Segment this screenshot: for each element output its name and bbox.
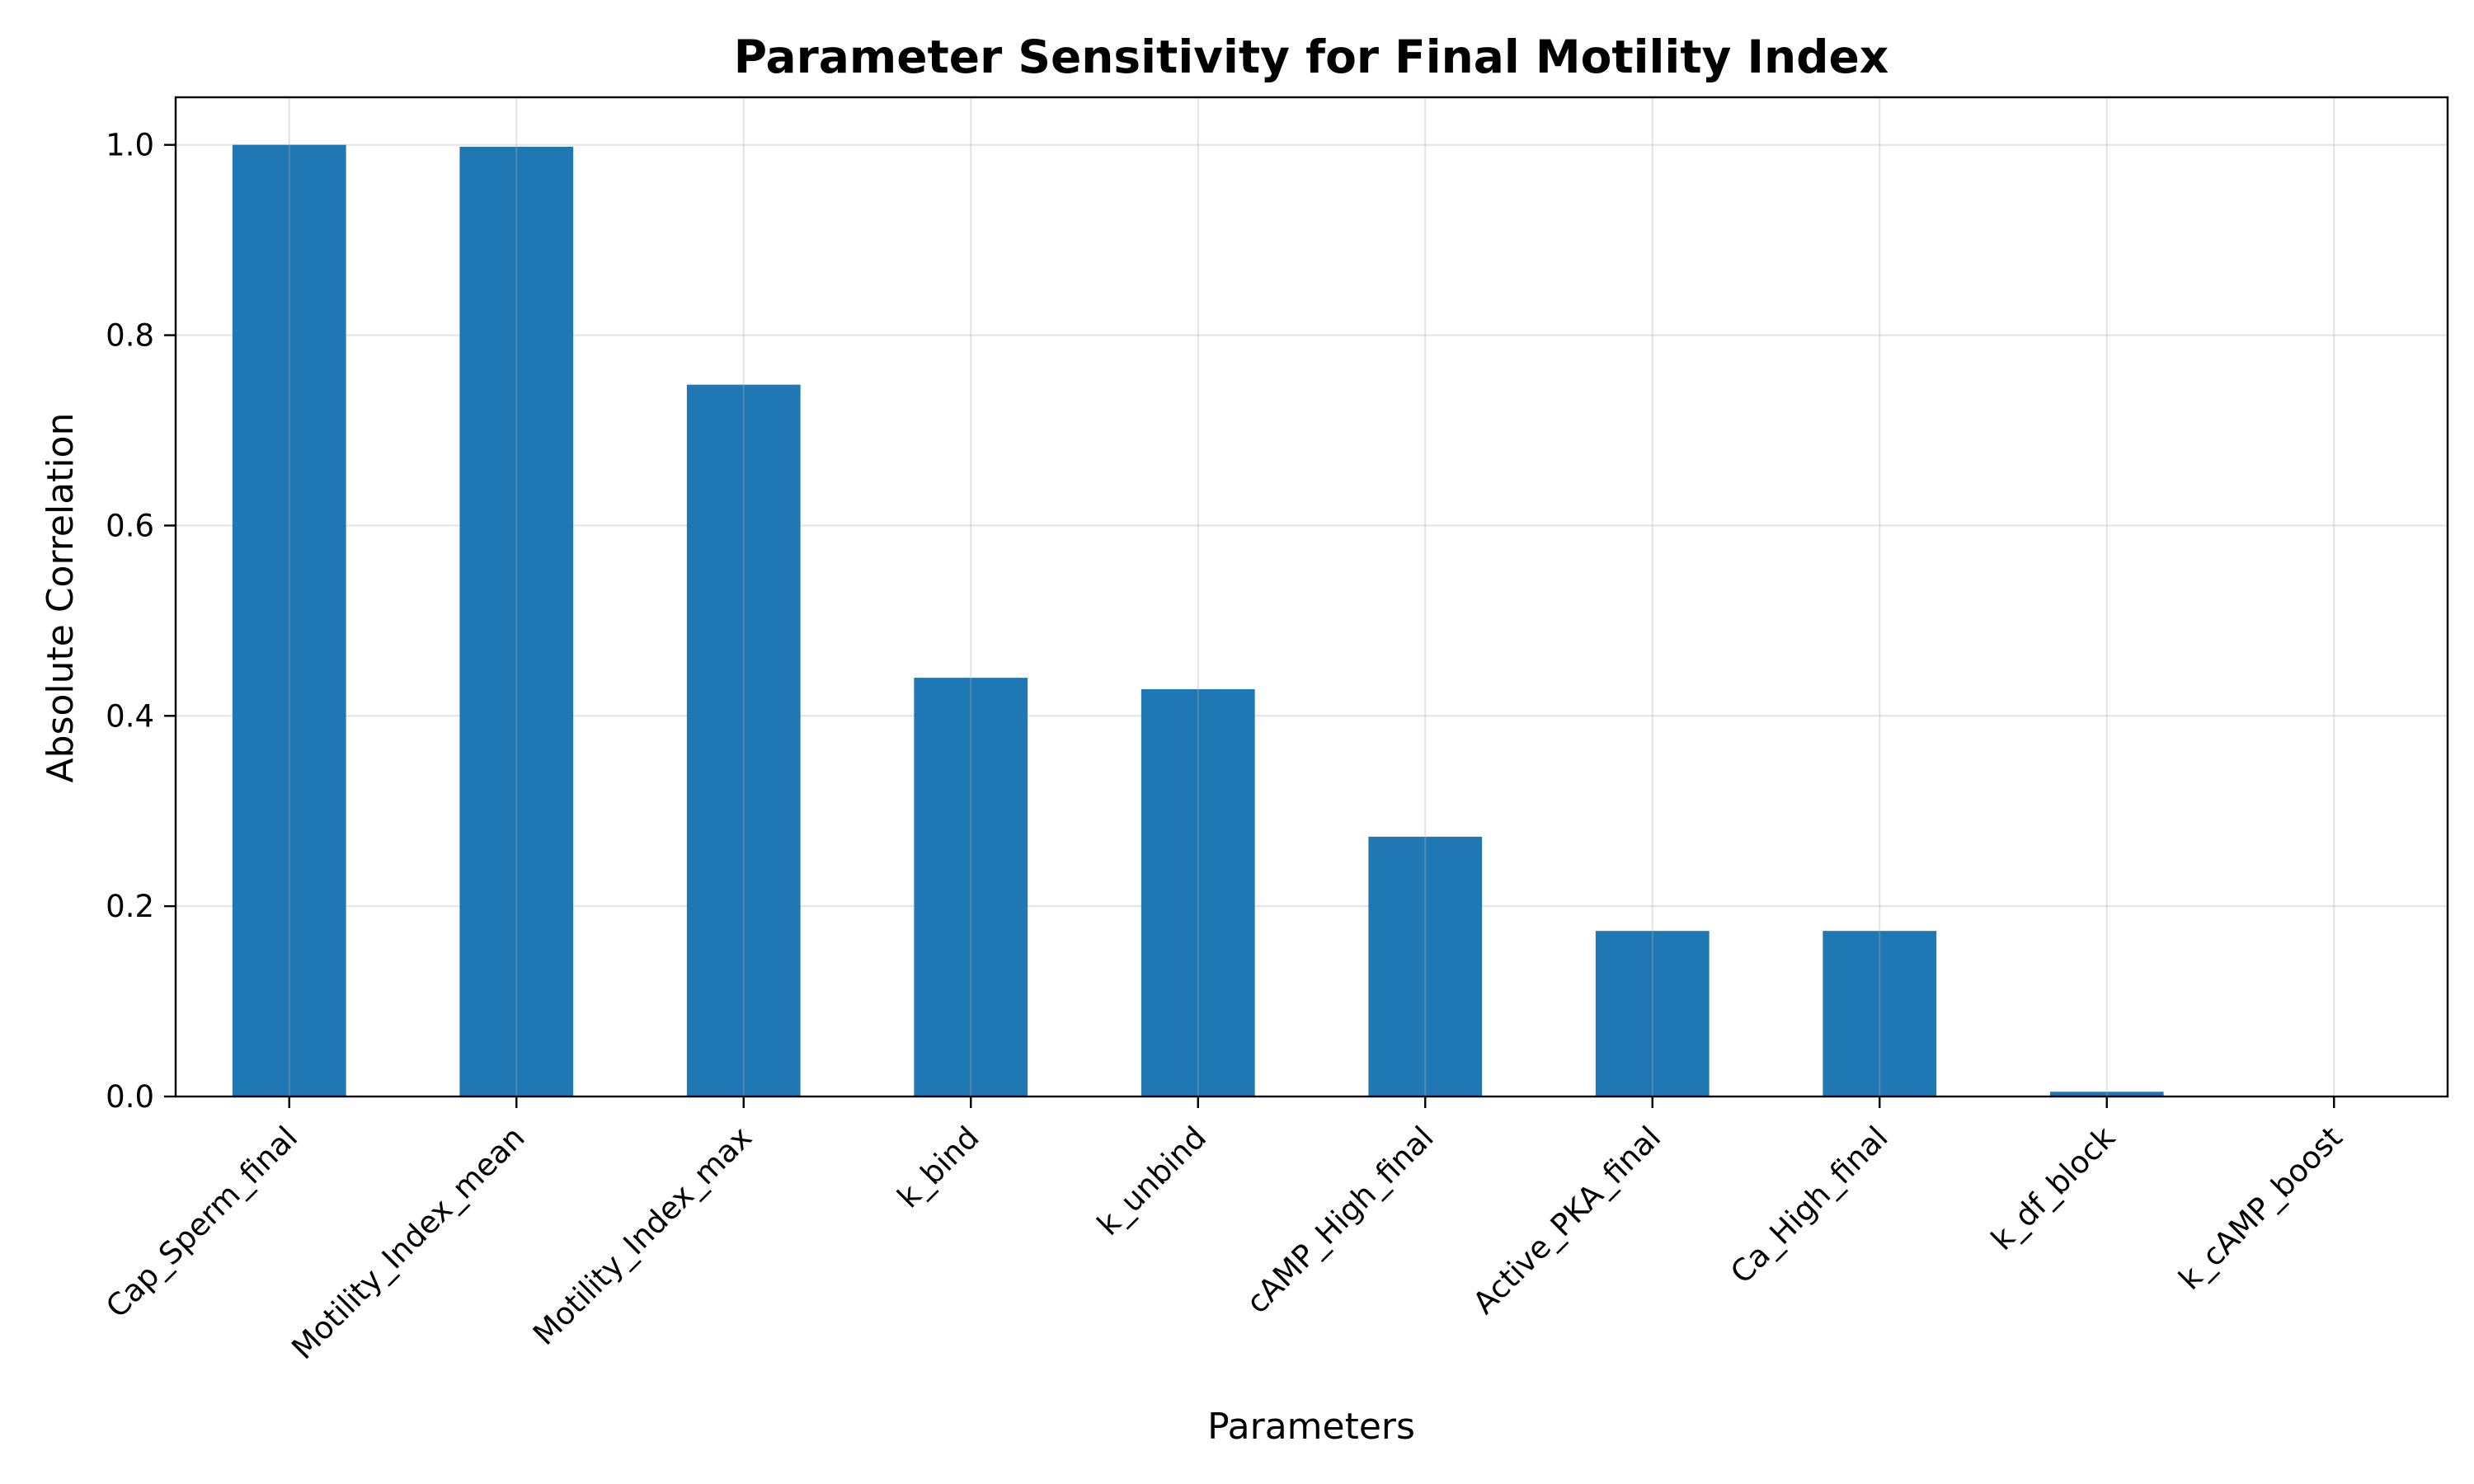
y-tick-label: 0.6	[106, 508, 154, 543]
y-tick-label: 0.8	[106, 318, 154, 354]
x-axis-label: Parameters	[1207, 1406, 1415, 1448]
y-tick-label: 0.0	[106, 1079, 154, 1115]
y-axis-label: Absolute Correlation	[40, 413, 82, 783]
bar-k-unbind	[1141, 688, 1255, 1097]
bar-cap-sperm-final	[232, 144, 346, 1097]
bar-motility-index-max	[686, 384, 801, 1097]
grid-front-layer	[288, 97, 2335, 1097]
bar-ca-high-final	[1823, 931, 1937, 1097]
y-tick-label: 1.0	[106, 128, 154, 163]
bar-k-bind	[914, 678, 1028, 1097]
axes-layer	[174, 96, 2449, 1098]
chart-title: Parameter Sensitivity for Final Motility…	[734, 31, 1889, 83]
bar-active-pka-final	[1595, 931, 1710, 1097]
bars-layer	[232, 144, 2164, 1097]
plot-frame	[174, 96, 2449, 1098]
bar-camp-high-final	[1368, 836, 1483, 1097]
bar-motility-index-mean	[459, 147, 574, 1097]
y-tick-label: 0.4	[106, 698, 154, 734]
bar-k-df-block	[2049, 1092, 2164, 1097]
y-tick-label: 0.2	[106, 889, 154, 924]
